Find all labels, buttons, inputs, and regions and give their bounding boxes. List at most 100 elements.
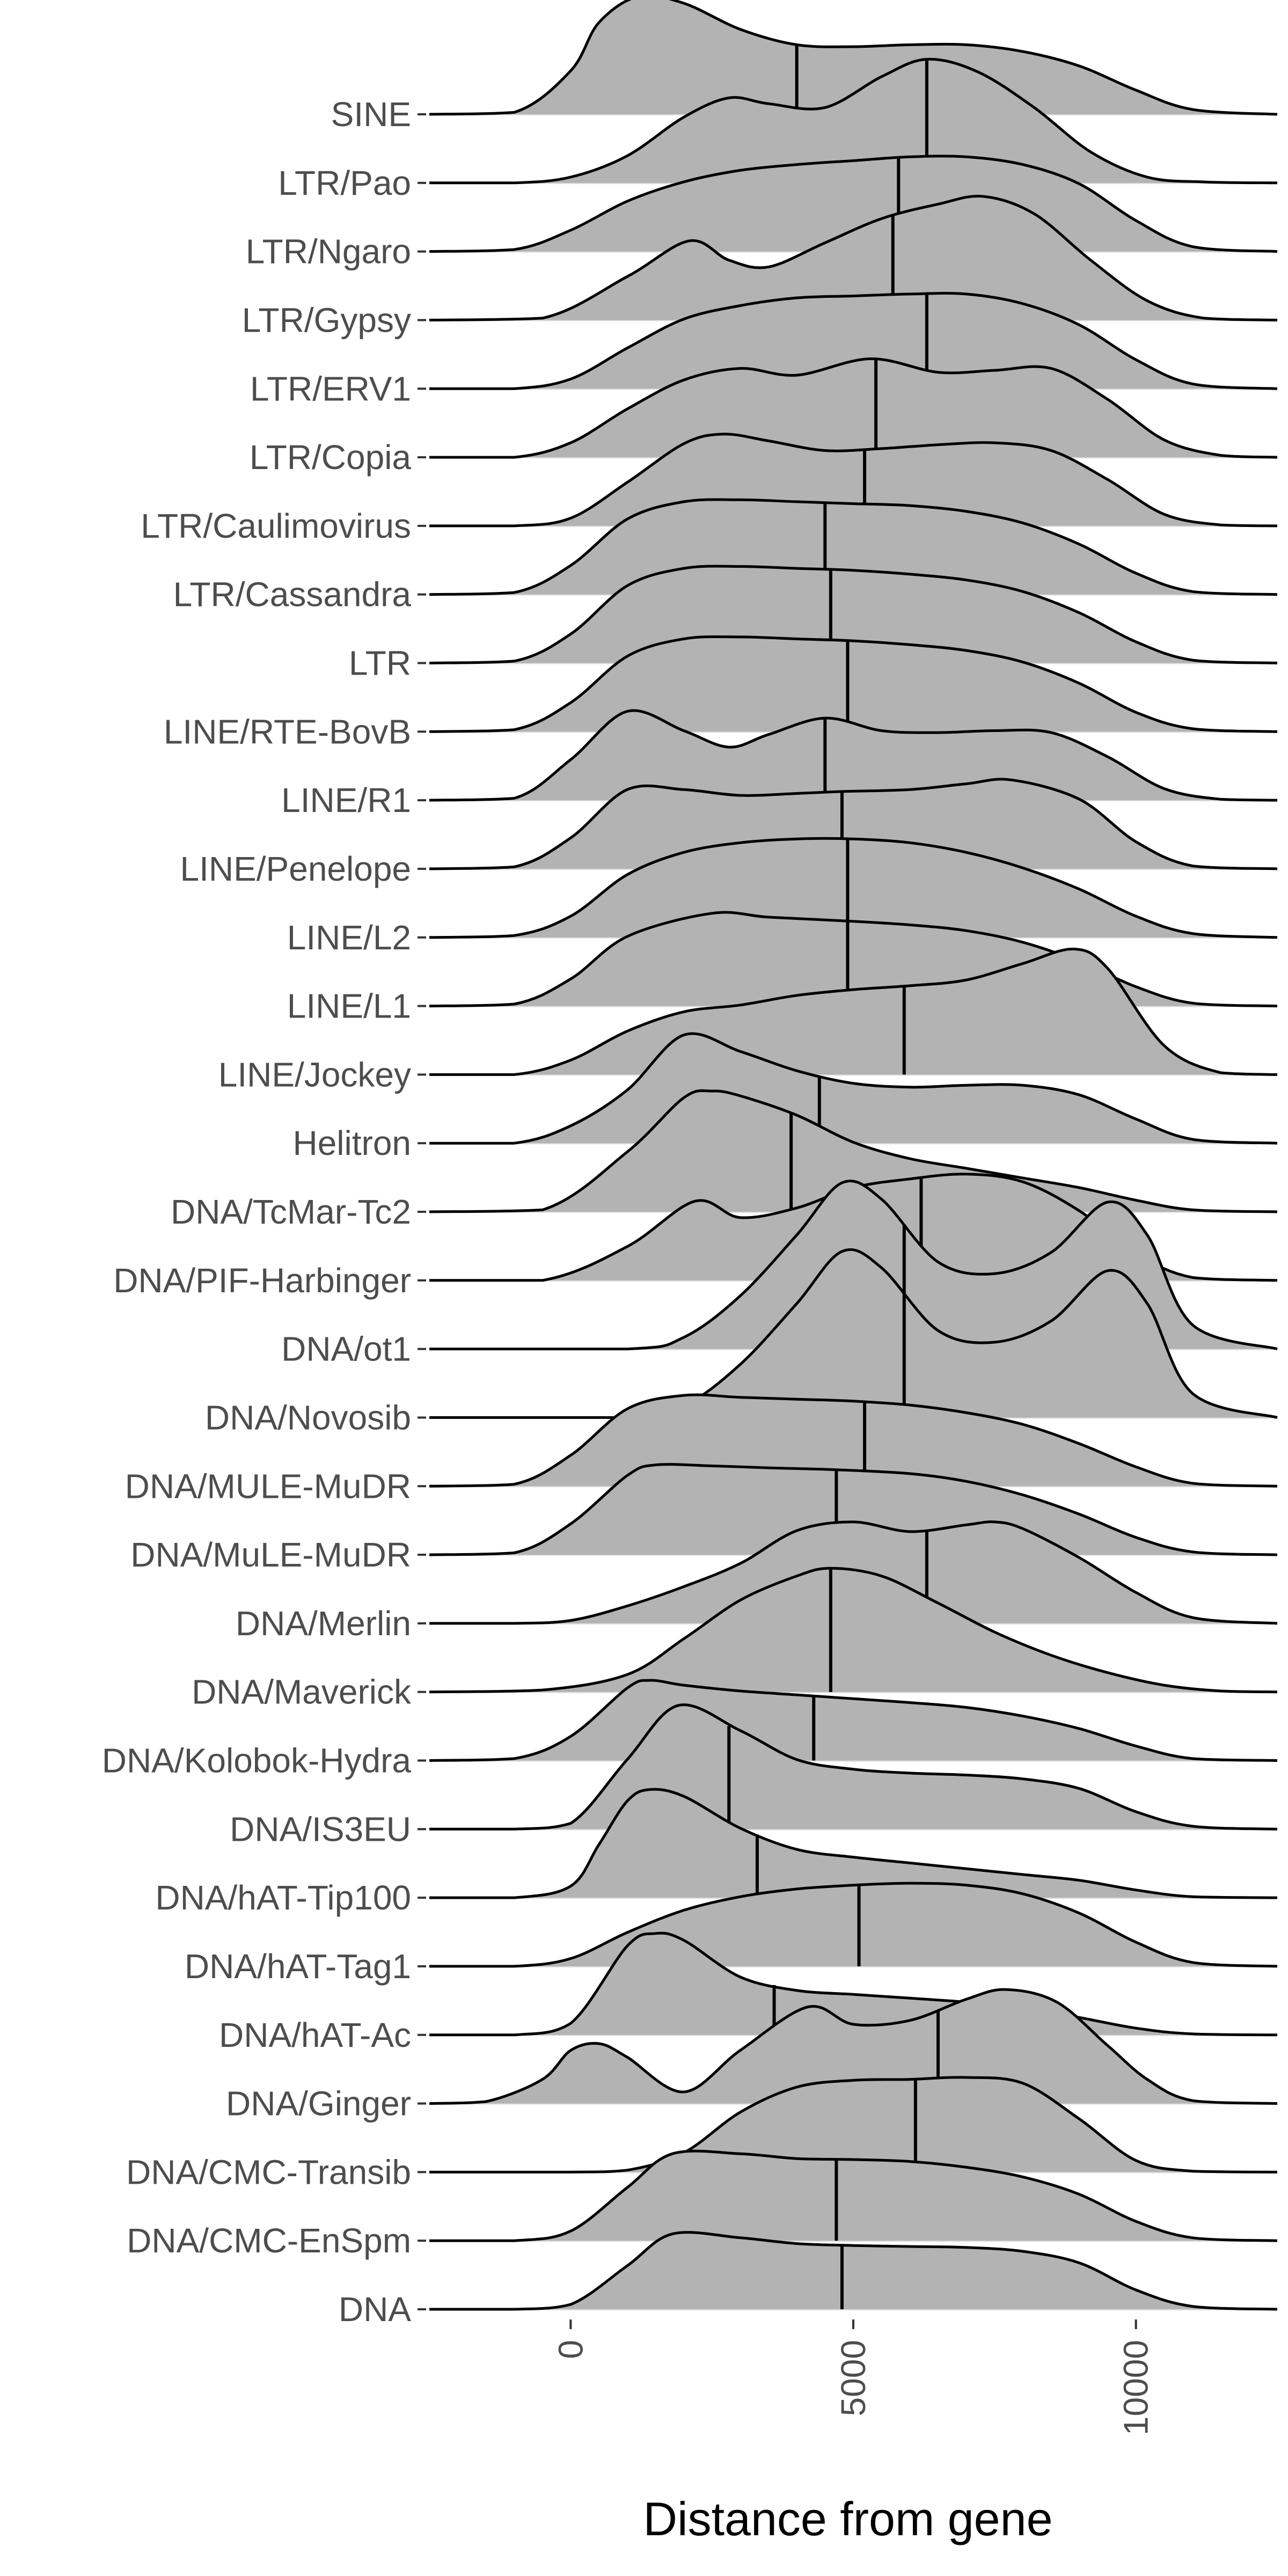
ridge-outline (429, 0, 1278, 116)
ridge-outline (429, 498, 1278, 596)
y-tick-label: DNA/CMC-EnSpm (127, 2221, 411, 2260)
y-tick-label: DNA/hAT-Ac (219, 2016, 411, 2054)
y-tick-label: LTR (349, 644, 411, 683)
ridge-outline (429, 1703, 1278, 1831)
ridge-fill (429, 1464, 1277, 1555)
ridge-line-jockey (429, 947, 1278, 1076)
y-tick-label: LTR/Ngaro (246, 232, 411, 271)
y-tick-label: DNA/Ginger (226, 2084, 411, 2123)
ridge-fill (429, 1091, 1277, 1212)
ridge-fill (429, 1789, 1277, 1898)
y-tick-label: DNA/PIF-Harbinger (113, 1261, 411, 1300)
density-ridges (429, 0, 1278, 2311)
y-tick-label: DNA/ot1 (281, 1330, 411, 1368)
ridge-ltr-copia (429, 357, 1278, 459)
y-tick-label: DNA/hAT-Tag1 (185, 1947, 411, 1986)
x-axis-ticks: 0 5000 10000 (551, 2319, 1155, 2435)
ridge-dna-mule-mudr (429, 1463, 1278, 1556)
y-tick-label: LINE/RTE-BovB (164, 712, 411, 751)
ridge-outline (429, 565, 1278, 664)
ridge-outline (429, 155, 1278, 253)
ridge-outline (429, 911, 1278, 1008)
y-tick-label: LINE/R1 (281, 781, 411, 819)
y-tick-label: DNA/IS3EU (230, 1810, 411, 1848)
ridge-fill (429, 1568, 1277, 1692)
ridge-outline (429, 291, 1278, 390)
y-tick-label: DNA/Merlin (236, 1604, 411, 1643)
ridge-outline (429, 2076, 1278, 2174)
ridge-outline (429, 57, 1278, 185)
ridge-fill (429, 710, 1277, 801)
ridge-fill (429, 1033, 1277, 1144)
ridge-outline (429, 1089, 1278, 1213)
y-tick-label: SINE (331, 95, 411, 134)
ridge-outline (429, 947, 1278, 1076)
x-tick-label: 0 (551, 2340, 590, 2359)
ridge-fill (429, 358, 1277, 458)
ridge-fill (429, 0, 1277, 114)
ridge-outline (429, 1788, 1278, 1899)
y-tick-label: DNA/Novosib (205, 1398, 411, 1437)
ridge-fill (429, 1249, 1277, 1418)
ridge-fill (429, 499, 1277, 595)
x-tick-label: 5000 (834, 2340, 873, 2416)
ridge-fill (429, 59, 1277, 183)
ridge-fill (429, 2151, 1277, 2241)
x-axis-title: Distance from gene (643, 2492, 1052, 2545)
ridge-fill (429, 636, 1277, 732)
ridge-fill (429, 1989, 1277, 2104)
ridge-fill (429, 2077, 1277, 2172)
y-tick-label: LTR/Pao (278, 164, 411, 202)
ridge-outline (429, 837, 1278, 939)
ridge-outline (429, 357, 1278, 459)
ridge-outline (429, 1882, 1278, 1968)
x-tick-label: 10000 (1117, 2340, 1155, 2435)
ridge-line-rte-bovb (429, 635, 1278, 733)
ridge-fill (429, 1933, 1277, 2035)
ridge-ltr-cassandra (429, 498, 1278, 596)
ridge-fill (429, 949, 1277, 1075)
ridge-fill (429, 779, 1277, 869)
ridge-dna (429, 2231, 1278, 2311)
y-tick-label: LINE/Jockey (218, 1055, 411, 1094)
y-tick-label: LTR/Caulimovirus (141, 507, 411, 545)
ridge-outline (429, 778, 1278, 870)
y-tick-label: DNA/MuLE-MuDR (130, 1535, 411, 1574)
ridge-outline (429, 1393, 1278, 1488)
ridge-fill (429, 2232, 1277, 2309)
ridge-outline (429, 1679, 1278, 1762)
ridge-outline (429, 194, 1278, 321)
ridge-outline (429, 2231, 1278, 2311)
ridge-fill (429, 156, 1277, 252)
ridge-outline (429, 1988, 1278, 2105)
y-tick-label: DNA (339, 2290, 411, 2329)
ridge-dna-hat-tip100 (429, 1788, 1278, 1899)
ridge-fill (429, 838, 1277, 938)
ridge-outline (429, 635, 1278, 733)
y-tick-label: LINE/Penelope (180, 850, 411, 888)
y-tick-label: LINE/L1 (287, 987, 411, 1026)
ridge-outline (429, 1032, 1278, 1145)
ridge-dna-cmc-enspm (429, 2149, 1278, 2242)
y-tick-label: LTR/Gypsy (242, 301, 411, 339)
ridge-dna-cmc-transib (429, 2076, 1278, 2174)
y-tick-label: LTR/Cassandra (173, 575, 412, 614)
y-tick-label: DNA/Kolobok-Hydra (102, 1741, 412, 1780)
ridge-outline (429, 1180, 1278, 1351)
ridge-fill (429, 293, 1277, 389)
ridge-sine (429, 0, 1278, 116)
ridge-outline (429, 1567, 1278, 1694)
y-tick-label: DNA/Maverick (192, 1673, 412, 1711)
y-tick-label: DNA/hAT-Tip100 (155, 1878, 411, 1917)
y-tick-label: DNA/MULE-MuDR (125, 1467, 411, 1505)
ridge-outline (429, 433, 1278, 528)
ridge-dna-tcmar-tc2 (429, 1089, 1278, 1213)
ridge-outline (429, 1931, 1278, 2037)
ridge-outline (429, 2149, 1278, 2242)
y-tick-label: DNA/CMC-Transib (126, 2153, 411, 2191)
y-tick-label: LTR/ERV1 (250, 369, 411, 408)
ridge-outline (429, 1520, 1278, 1625)
ridge-fill (429, 1394, 1277, 1487)
ridge-fill (429, 196, 1277, 320)
